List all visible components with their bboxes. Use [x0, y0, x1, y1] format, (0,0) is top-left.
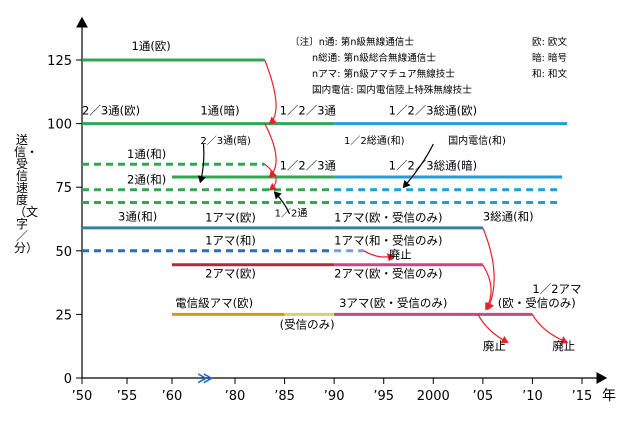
- annotation-label: 1通(欧): [132, 39, 171, 53]
- annotation-label: 1／2／3通: [280, 104, 337, 118]
- annotation-label: 国内電信(和): [448, 134, 506, 147]
- annotation-label: 廃止: [389, 247, 412, 261]
- annotation-label: 1／2／3通: [280, 158, 337, 172]
- x-tick-label: ’50: [72, 389, 93, 404]
- annotation-label: 2／3通(欧): [82, 104, 140, 118]
- annotation-label: 1アマ(和・受信のみ): [334, 233, 442, 247]
- x-tick-label: ’15: [572, 389, 593, 404]
- x-tick-label: 2000: [417, 389, 450, 404]
- y-tick-label: 75: [55, 181, 72, 196]
- annotation-label: 電信級アマ(欧): [175, 296, 253, 310]
- axes-layer: [76, 16, 608, 384]
- y-tick-label: 125: [47, 54, 72, 69]
- annotation-label: 1アマ(欧): [205, 211, 256, 225]
- ticks-layer: 0 25 50 75 100 125 ’50 ’55 ’60 ’80 ’85 ’90 ’95 2000 ’0…: [47, 54, 616, 404]
- legend-note: 国内電信: 国内電信陸上特殊無線技士: [312, 85, 472, 96]
- arrow-2: [264, 123, 277, 178]
- annotation-label: 1／2アマ: [532, 282, 581, 296]
- arrow-8: [531, 314, 569, 344]
- annotation-label: 3総通(和): [483, 209, 534, 223]
- x-tick-label: ’90: [324, 389, 345, 404]
- axis-break-mark: ≫: [197, 369, 213, 387]
- annotation-label: 2アマ(欧・受信のみ): [334, 267, 442, 281]
- y-tick-label: 0: [64, 372, 72, 387]
- annotation-label: 廃止: [483, 339, 506, 353]
- annotation-label: 3通(和): [118, 209, 157, 223]
- legend-note: n総通: 第n級総合無線通信士: [312, 53, 436, 64]
- x-tick-label: ’95: [373, 389, 394, 404]
- legend-note: 和: 和文: [532, 69, 568, 80]
- annotation-label: 1／2通: [275, 207, 308, 219]
- arrow-10: [402, 143, 434, 189]
- annotation-label: 2通(和): [127, 172, 166, 186]
- annotation-label: 2アマ(欧): [205, 267, 256, 281]
- annotation-label: 1通(暗): [200, 104, 239, 118]
- x-tick-label: ’55: [117, 389, 138, 404]
- annotation-label: 3アマ(欧・受信のみ): [339, 296, 447, 310]
- annotation-label: (受信のみ): [280, 317, 335, 331]
- annotation-label: 1通(和): [127, 147, 166, 161]
- arrow-11: [273, 191, 291, 215]
- arrow-1: [264, 59, 277, 125]
- annotations-layer: 1通(欧) 2／3通(欧) 1通(暗) 1／2／3通 1／2／3総通(欧) 2／3通(暗)…: [82, 39, 582, 353]
- annotation-label: 1アマ(欧・受信のみ): [334, 211, 442, 225]
- arrow-4: [363, 250, 395, 262]
- arrow-6: [482, 264, 493, 311]
- arrow-3: [264, 163, 278, 191]
- y-tick-label: 25: [55, 308, 72, 323]
- x-tick-label: ’05: [473, 389, 494, 404]
- x-tick-label: ’80: [225, 389, 246, 404]
- legend-note: 欧: 欧文: [532, 37, 568, 48]
- annotation-label: (欧・受信のみ): [498, 296, 576, 310]
- annotation-label: 廃止: [552, 339, 575, 353]
- x-tick-label: ’85: [274, 389, 295, 404]
- legend-note: nアマ: 第n級アマチュア無線技士: [312, 69, 455, 80]
- legend-note: 暗: 暗号: [532, 53, 568, 64]
- annotation-label: 1／2総通(和): [344, 134, 405, 147]
- annotation-label: 1／2／3総通(暗): [389, 158, 477, 172]
- arrow-9: [197, 143, 206, 184]
- legend-note: 〔注〕n通: 第n級無線通信士: [290, 37, 414, 48]
- y-tick-label: 50: [55, 245, 72, 260]
- annotation-label: 1アマ(和): [205, 233, 256, 247]
- x-tick-label: ’10: [522, 389, 543, 404]
- y-axis-title: 送信・受信速度（文字／分）: [14, 133, 39, 255]
- series-layer: [82, 58, 568, 316]
- y-tick-label: 100: [47, 118, 72, 133]
- annotation-label: 2／3通(暗): [200, 134, 251, 147]
- x-axis-title: 年: [602, 388, 616, 404]
- annotation-label: 1／2／3総通(欧): [389, 104, 477, 118]
- arrow-7: [477, 314, 509, 344]
- arrows-layer: [197, 59, 569, 344]
- x-tick-label: ’60: [162, 389, 183, 404]
